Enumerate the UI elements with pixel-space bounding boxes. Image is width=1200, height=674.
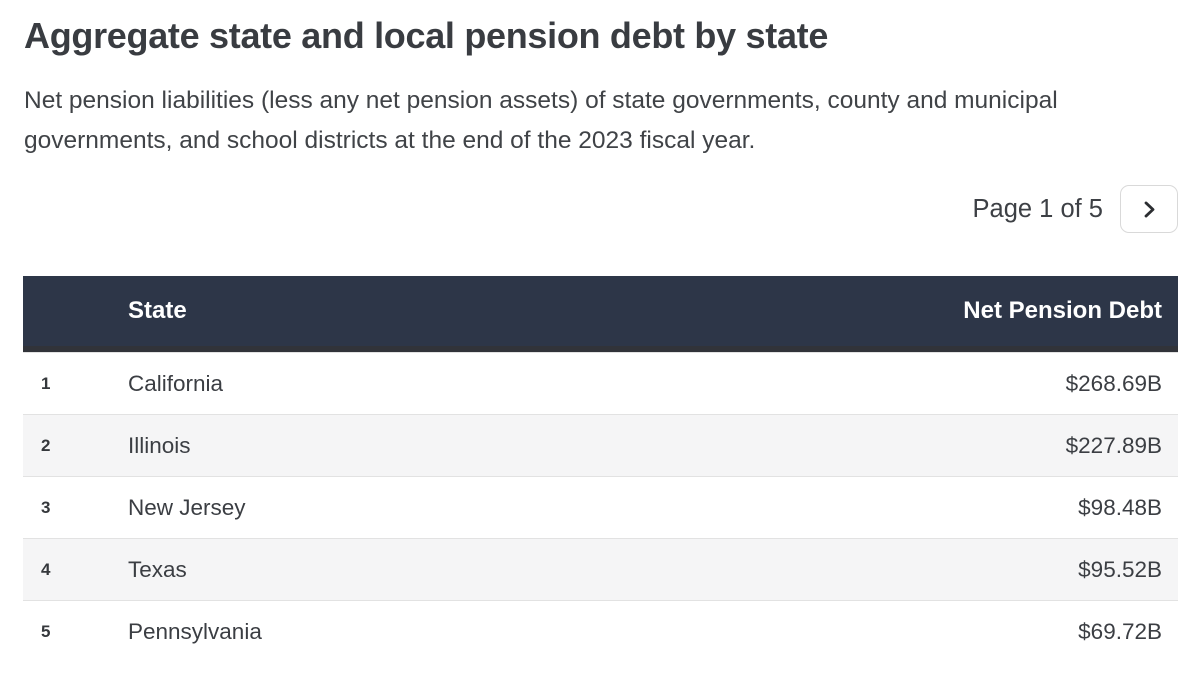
table-row: 3 New Jersey $98.48B	[23, 476, 1178, 538]
row-value: $95.52B	[1078, 556, 1162, 582]
table-row: 1 California $268.69B	[23, 352, 1178, 414]
row-state: New Jersey	[128, 494, 246, 520]
row-value: $69.72B	[1078, 618, 1162, 644]
next-page-button[interactable]	[1120, 185, 1178, 233]
pension-debt-table: State Net Pension Debt 1 California $268…	[23, 276, 1178, 662]
row-value: $227.89B	[1065, 432, 1162, 458]
row-value: $98.48B	[1078, 494, 1162, 520]
column-header-value: Net Pension Debt	[963, 297, 1162, 324]
table-row: 4 Texas $95.52B	[23, 538, 1178, 600]
row-value: $268.69B	[1065, 370, 1162, 396]
chevron-right-icon	[1139, 199, 1160, 220]
row-state: California	[128, 370, 224, 396]
pagination-bar: Page 1 of 5	[24, 185, 1178, 233]
pagination-label: Page 1 of 5	[972, 194, 1103, 223]
page-title: Aggregate state and local pension debt b…	[24, 15, 829, 56]
row-rank: 4	[41, 559, 51, 579]
page-subtitle: Net pension liabilities (less any net pe…	[24, 87, 1058, 154]
table-row: 5 Pennsylvania $69.72B	[23, 600, 1178, 662]
row-state: Texas	[128, 556, 187, 582]
row-rank: 5	[41, 621, 51, 641]
table-row: 2 Illinois $227.89B	[23, 414, 1178, 476]
row-rank: 2	[41, 435, 51, 455]
table-header-row: State Net Pension Debt	[23, 276, 1178, 352]
row-state: Illinois	[128, 432, 191, 458]
row-rank: 1	[41, 373, 51, 393]
row-rank: 3	[41, 497, 51, 517]
row-state: Pennsylvania	[128, 618, 262, 644]
column-header-state: State	[128, 297, 187, 324]
